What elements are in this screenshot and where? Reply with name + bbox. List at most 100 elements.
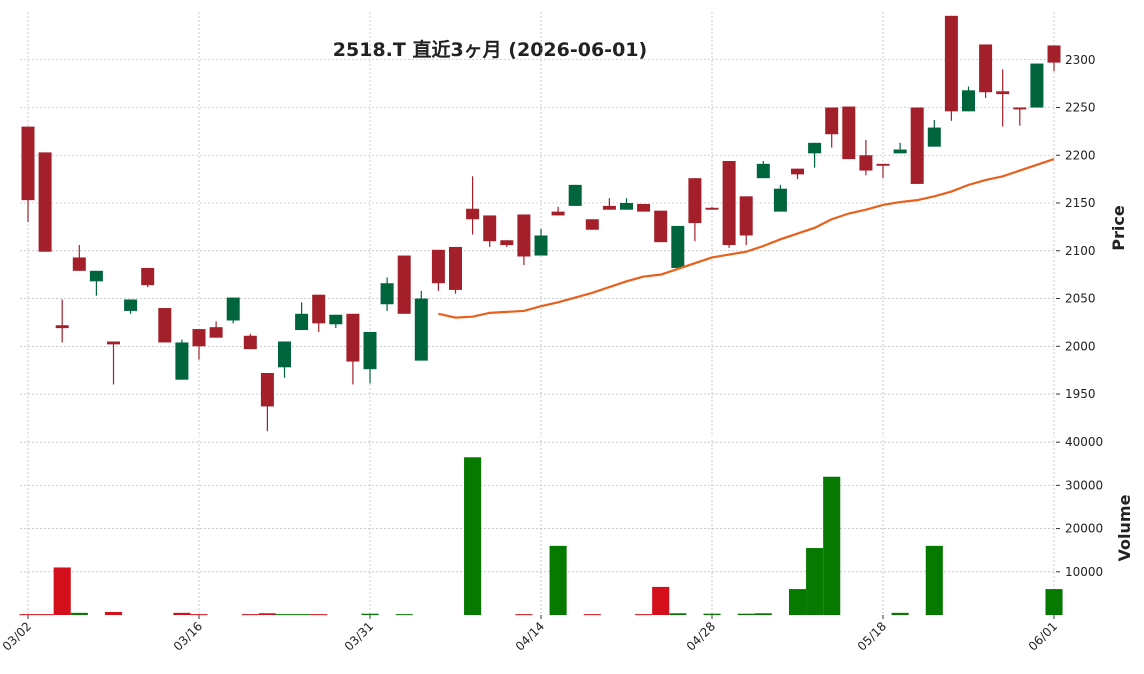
candle-body	[380, 283, 394, 305]
candle-body	[637, 203, 651, 212]
candle-body	[688, 178, 702, 224]
y2-tick-label: 30000	[1065, 478, 1103, 492]
candle-body	[295, 313, 309, 331]
candle-body	[568, 184, 582, 206]
volume-bar	[806, 548, 824, 615]
candle-body	[927, 127, 941, 147]
candle-body	[996, 91, 1010, 95]
volume-bar	[36, 614, 54, 616]
candle-body	[654, 210, 668, 243]
candle-body	[329, 314, 343, 325]
volume-bar	[293, 614, 311, 616]
candle-body	[466, 208, 480, 220]
candle-body	[449, 246, 462, 290]
x-tick-label: 04/14	[513, 619, 547, 653]
y-tick-label: 2150	[1065, 196, 1096, 210]
candle-body	[756, 163, 770, 179]
candle-body	[671, 225, 685, 268]
candle-body	[859, 155, 873, 171]
candle-body	[107, 341, 120, 345]
x-tick-label: 06/01	[1026, 619, 1060, 653]
candle-body	[534, 235, 548, 256]
volume-bar	[754, 613, 772, 615]
volume-bar	[925, 545, 943, 615]
candle-body	[773, 188, 787, 212]
volume-bar	[275, 614, 294, 616]
candle-body	[431, 249, 445, 284]
candle-body	[876, 163, 890, 166]
y-tick-label: 2000	[1065, 339, 1096, 353]
x-tick-label: 05/18	[855, 619, 889, 653]
candle-body	[260, 373, 274, 407]
volume-bar	[361, 613, 379, 615]
candle-body	[243, 335, 257, 350]
volume-bar	[173, 612, 191, 615]
volume-bar	[19, 614, 37, 616]
y-tick-label: 2100	[1065, 244, 1096, 258]
volume-bar	[583, 614, 601, 616]
candle-body	[346, 313, 360, 362]
candle-body	[500, 240, 514, 246]
y2-tick-label: 40000	[1065, 435, 1103, 449]
candle-body	[1030, 63, 1044, 108]
y-tick-label: 2300	[1065, 53, 1096, 67]
x-tick-label: 03/16	[171, 619, 205, 653]
volume-bar	[669, 613, 687, 615]
candle-body	[517, 214, 531, 257]
candle-body	[1013, 107, 1027, 110]
volume-bar	[395, 614, 413, 616]
volume-bar	[190, 614, 208, 616]
candle-body	[312, 294, 326, 324]
candle-body	[979, 44, 993, 93]
candle-body	[124, 299, 138, 311]
x-tick-label: 04/28	[684, 619, 718, 653]
volume-bar	[70, 612, 88, 615]
y2-tick-label: 20000	[1065, 522, 1103, 536]
candle-body	[226, 297, 240, 321]
candle-body	[1047, 45, 1061, 63]
candle-body	[38, 152, 52, 252]
candle-body	[21, 126, 35, 201]
candle-body	[55, 325, 69, 329]
candle-body	[363, 331, 377, 370]
candle-body	[739, 196, 753, 236]
candle-body	[893, 149, 907, 154]
candle-body	[89, 270, 103, 282]
candle-body	[791, 168, 804, 175]
candle-body	[209, 327, 223, 338]
candle-body	[141, 267, 155, 286]
candle-body	[620, 203, 633, 210]
candle-body	[175, 342, 189, 380]
volume-bar	[823, 476, 841, 615]
candle-body	[808, 142, 822, 154]
candle-body	[910, 107, 924, 184]
volume-bar	[1045, 589, 1063, 615]
candle-body	[602, 205, 616, 210]
candle-body	[842, 106, 856, 160]
y-tick-label: 2200	[1065, 148, 1096, 162]
candle-body	[705, 207, 719, 210]
volume-bar	[104, 611, 123, 615]
volume-bar	[258, 613, 276, 615]
candle-body	[72, 257, 86, 271]
x-tick-label: 03/31	[342, 619, 376, 653]
y-axis-label: Price	[1109, 205, 1128, 251]
y2-tick-label: 10000	[1065, 565, 1103, 579]
volume-bar	[310, 614, 328, 616]
chart-title: 2518.T 直近3ヶ月 (2026-06-01)	[333, 38, 647, 61]
volume-bar	[241, 614, 259, 616]
y-tick-label: 2050	[1065, 292, 1096, 306]
candle-body	[825, 107, 839, 135]
candle-body	[397, 255, 411, 314]
volume-bar	[891, 612, 909, 615]
candle-body	[278, 341, 291, 368]
volume-bar	[53, 567, 71, 615]
moving-average	[438, 158, 1055, 319]
volume-bar	[515, 614, 533, 616]
candle-body	[962, 90, 975, 112]
volume-bar	[549, 545, 567, 615]
volume-bar	[788, 589, 807, 615]
candle-body	[551, 211, 565, 216]
x-tick-label: 03/02	[0, 619, 34, 653]
candle-body	[414, 298, 428, 361]
